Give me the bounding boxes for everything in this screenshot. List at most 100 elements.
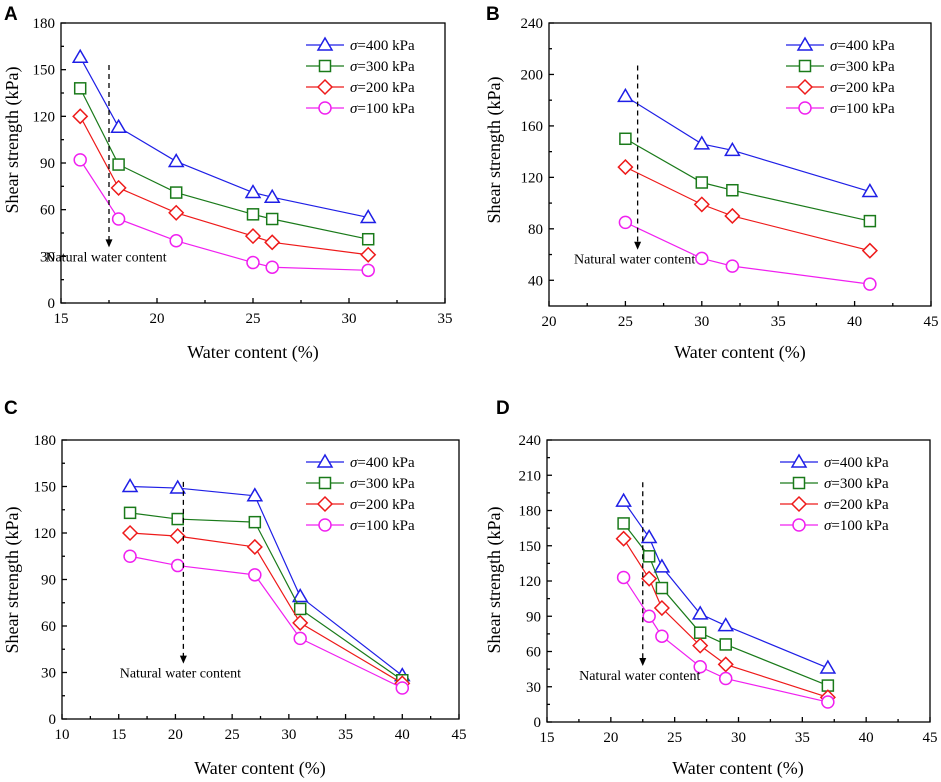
data-point [110,118,127,133]
series-s300 [617,517,835,692]
data-point [244,228,262,245]
legend-entry: σ=200 kPa [350,80,415,96]
legend-entry: σ=300 kPa [350,476,415,492]
legend-marker [316,495,334,513]
series-line [625,221,870,285]
data-point [71,48,89,63]
data-point [360,246,377,263]
y-tick-label: 30 [41,666,56,682]
annotation-label: Natural water content [120,667,241,682]
data-point [246,487,264,502]
data-point [717,656,734,673]
y-tick-label: 60 [40,203,55,219]
data-point [361,263,375,278]
legend-sigma: σ [350,38,358,54]
data-point [642,550,656,563]
chart-panel-d: D 15 20 25 30 35 40 45 0 30 60 90 120 150 180 210 240 Wat… [484,398,938,779]
data-point [248,568,262,582]
x-tick-label: 35 [438,311,453,327]
data-point [112,158,125,171]
legend-marker [790,453,808,468]
data-point [264,234,281,251]
data-point [293,602,307,616]
legend-marker [316,36,334,51]
data-point [641,570,658,587]
panel-letter: D [496,398,510,419]
legend-sigma: σ [824,476,832,492]
data-point [265,260,279,274]
x-tick-label: 35 [795,730,810,746]
data-point [615,492,632,507]
legend-label: =400 kPa [357,455,415,471]
series-line [623,538,829,698]
y-tick-label: 240 [519,433,542,449]
data-point [170,558,185,573]
y-axis-label: Shear strength (kPa) [2,507,23,654]
x-tick-label: 15 [540,730,555,746]
y-tick-label: 200 [521,67,544,83]
y-tick-label: 40 [528,273,543,289]
data-point [265,212,279,226]
data-point [167,152,185,168]
legend-entry: σ=200 kPa [830,80,895,96]
legend-sigma: σ [350,476,358,492]
legend-marker [318,476,332,490]
y-tick-label: 90 [526,609,541,625]
x-axis-label: Water content (%) [194,758,325,779]
x-tick-label: 40 [847,314,862,330]
y-tick-label: 60 [41,619,56,635]
series-line [625,166,871,252]
y-tick-label: 150 [34,480,57,496]
y-tick-label: 80 [528,222,543,238]
arrow-head-icon [634,241,642,250]
y-tick-label: 120 [34,526,57,542]
annotation-label: Natural water content [45,250,166,265]
x-axis-label: Water content (%) [187,342,318,363]
legend-sigma: σ [350,59,358,75]
series-s200 [615,530,836,706]
y-axis-label: Shear strength (kPa) [484,77,505,224]
annotation-label: Natural water content [574,253,695,268]
legend-label: =300 kPa [837,59,895,75]
data-point [361,232,375,246]
series-line [623,500,829,669]
x-tick-label: 15 [111,727,126,743]
y-tick-label: 120 [33,109,56,125]
series-line [79,116,369,256]
data-point [169,479,187,494]
data-point [244,184,262,199]
data-point [111,212,126,226]
data-point [395,681,410,695]
legend-marker [792,476,806,490]
data-point [73,153,87,167]
data-point [246,255,260,270]
data-point [123,506,137,520]
x-tick-label: 15 [54,311,69,327]
x-tick-label: 35 [338,727,353,743]
legend-marker [316,453,334,468]
legend-entry: σ=100 kPa [350,101,415,117]
data-point [169,186,183,199]
legend-marker [798,101,812,115]
data-point [359,208,377,224]
legend-label: =400 kPa [831,455,889,471]
data-point [292,614,309,631]
data-point [863,214,877,228]
legend-sigma: σ [350,518,358,534]
y-tick-label: 90 [40,156,55,172]
x-tick-label: 40 [395,727,410,743]
series-line [79,159,369,271]
series-line [625,95,871,193]
data-point [691,605,709,620]
legend-label: =100 kPa [831,518,889,534]
y-tick-label: 210 [519,468,542,484]
y-tick-label: 0 [534,715,542,731]
data-point [819,659,837,674]
legend-marker [796,78,814,96]
x-tick-label: 25 [225,727,240,743]
data-point [246,208,260,221]
series-s400 [71,48,377,224]
